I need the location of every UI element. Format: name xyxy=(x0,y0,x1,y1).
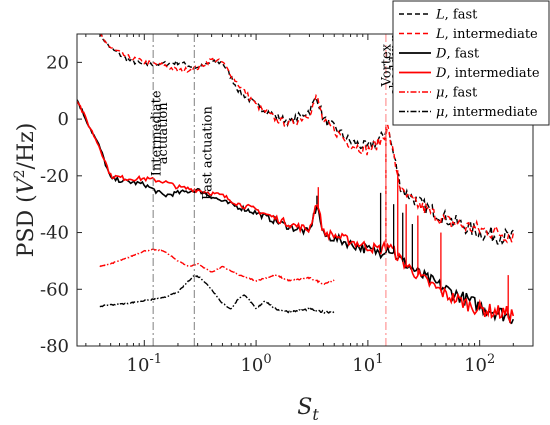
y-tick-label-1: -60 xyxy=(40,279,69,300)
y-axis-label: PSD (V2/Hz) xyxy=(12,123,39,258)
series-line-0 xyxy=(99,34,514,245)
x-tick-label-0: 10-1 xyxy=(127,352,163,376)
y-tick-label-0: -80 xyxy=(40,336,69,357)
series-layer xyxy=(77,34,515,325)
vline-layer xyxy=(152,34,387,346)
legend-label-5: μ, intermediate xyxy=(436,105,538,120)
annotation-0: Intermediate xyxy=(150,90,165,176)
series-line-4 xyxy=(99,248,335,286)
y-axis-label-rest: /Hz) xyxy=(14,123,39,170)
y-tick-label-2: -40 xyxy=(40,223,69,244)
plot-frame xyxy=(76,33,534,347)
x-axis-label: St xyxy=(297,395,319,424)
y-tick-label-5: 20 xyxy=(46,52,69,73)
y-axis-label-sup: 2 xyxy=(12,169,28,178)
legend: L, fast L, intermediate D, fast D, intermed… xyxy=(392,0,550,126)
y-tick-label-4: 0 xyxy=(58,109,69,130)
tick-layer: -80 -60 -40 -20 0 20 10-1 100 101 102 xyxy=(40,34,534,376)
x-axis-label-sub: t xyxy=(312,405,319,424)
series-line-1 xyxy=(99,34,514,244)
series-line-5 xyxy=(99,274,335,314)
legend-label-4: μ, fast xyxy=(436,86,478,101)
y-axis-label-main: PSD ( xyxy=(14,194,39,257)
y-tick-label-3: -20 xyxy=(40,166,69,187)
legend-label-0: L, fast xyxy=(435,8,478,23)
legend-label-2: D, fast xyxy=(435,47,480,62)
annotation-1: actuation xyxy=(156,102,171,165)
legend-label-3: D, intermediate xyxy=(435,66,540,81)
x-tick-label-3: 102 xyxy=(464,352,495,376)
annotation-3: Vortex xyxy=(380,43,395,87)
legend-label-1: L, intermediate xyxy=(435,27,538,42)
annotation-2: Fast actuation xyxy=(201,106,216,201)
x-tick-label-2: 101 xyxy=(352,352,383,376)
y-axis-label-italic: V xyxy=(14,176,39,194)
x-tick-label-1: 100 xyxy=(240,352,271,376)
legend-box xyxy=(392,0,550,126)
x-axis-label-main: S xyxy=(297,395,312,420)
